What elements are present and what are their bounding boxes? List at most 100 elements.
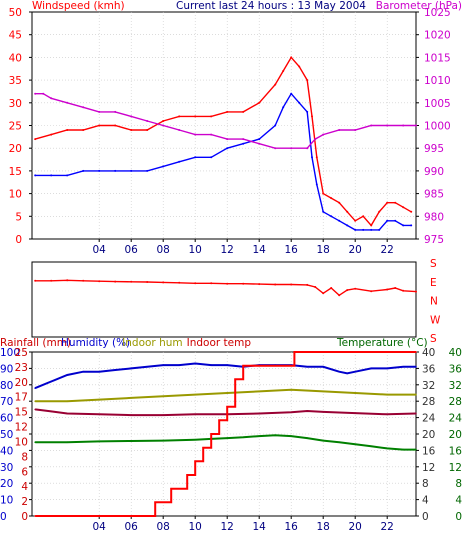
indoor-temp-series-point	[194, 413, 196, 416]
direction-series-point	[162, 281, 165, 284]
rainfall-mm-series-point	[34, 515, 36, 517]
average-wind-series-point	[210, 156, 213, 159]
rainfall-mm-series-point	[293, 364, 296, 367]
indoor-temp-series-point	[322, 411, 325, 413]
temperature-c-series-point	[98, 440, 100, 443]
gust-series-point	[242, 110, 245, 113]
average-wind-series-point	[290, 92, 293, 95]
humidity-tick-label: 70	[0, 396, 13, 408]
rainfall-tick-label: 6	[21, 466, 28, 478]
temperature-c-series-point	[194, 438, 196, 441]
direction-series-point	[290, 283, 293, 286]
wind-y-tick-label: 0	[15, 234, 22, 246]
rainfall-tick-label: 25	[15, 347, 28, 359]
indoor-temp-tick-label: 32	[422, 380, 435, 392]
humidity-series-point	[386, 367, 389, 370]
humidity-series-point	[50, 380, 52, 383]
gust-series-point	[290, 56, 293, 59]
humidity-tick-label: 20	[0, 478, 13, 490]
temperature-c-series-point	[34, 441, 36, 444]
wind-y-tick-label: 40	[9, 52, 22, 64]
average-wind-series-point	[378, 228, 381, 231]
barometer-y-tick-label: 1005	[424, 98, 451, 110]
wind-x-tick-label: 20	[349, 244, 362, 256]
gust-series-point	[298, 65, 301, 68]
temperature-tick-label: 28	[449, 396, 462, 408]
gust-series-point	[386, 201, 389, 204]
climate-x-tick-label: 06	[125, 521, 139, 533]
wind-x-tick-label: 12	[221, 244, 234, 256]
gust-series-point	[346, 210, 349, 213]
wind-grid	[32, 12, 416, 239]
temperature-tick-label: 36	[449, 363, 463, 375]
rainfall-tick-label: 20	[15, 377, 28, 389]
humidity-tick-label: 80	[0, 380, 13, 392]
average-wind-series-point	[226, 147, 229, 150]
wind-x-tick-label: 08	[157, 244, 170, 256]
temperature-c-series-point	[66, 441, 68, 444]
indoor-temp-series-point	[290, 411, 293, 414]
climate-x-tick-label: 08	[157, 521, 170, 533]
wind-y-tick-label: 5	[15, 211, 22, 223]
gust-series-point	[378, 210, 381, 213]
rainfall-mm-series-point	[186, 487, 188, 490]
indoor-hum-series-point	[66, 400, 68, 403]
gust-series-point	[354, 219, 357, 222]
gust-series-point	[98, 124, 101, 127]
rainfall-mm-series-point	[218, 433, 220, 435]
direction-series-point	[178, 281, 181, 284]
barometer-series-point	[50, 97, 53, 100]
indoor-temp-tick-label: 8	[422, 478, 429, 490]
direction-series-point	[386, 288, 389, 291]
climate-x-tick-label: 18	[317, 521, 330, 533]
average-wind-series-point	[242, 142, 245, 145]
indoor-hum-series-point	[386, 393, 389, 396]
rainfall-mm-series-point	[226, 419, 228, 422]
indoor-temp-tick-label: 24	[422, 413, 436, 425]
rainfall-mm-series-point	[242, 378, 244, 381]
humidity-series-point	[402, 366, 405, 368]
indoor-temp-series-point	[66, 412, 68, 415]
gust-series-point	[315, 156, 318, 159]
indoor-temp-series-point	[162, 414, 164, 416]
climate-x-tick-label: 10	[189, 521, 202, 533]
barometer-series-point	[226, 138, 229, 141]
temperature-c-series-point	[226, 437, 228, 439]
barometer-series-point	[146, 120, 149, 122]
temperature-c-series-point	[415, 448, 417, 451]
temperature-c-series-point	[370, 445, 373, 448]
direction-series-point	[330, 287, 333, 289]
wind-series	[34, 56, 417, 231]
direction-series-point	[66, 279, 69, 282]
rainfall-tick-label: 8	[21, 451, 28, 463]
barometer-series-point	[162, 124, 165, 127]
temperature-tick-label: 40	[449, 347, 462, 359]
barometer-series-point	[114, 110, 117, 113]
rainfall-mm-series-point	[210, 433, 212, 435]
average-wind-series-point	[362, 228, 365, 231]
gust-series-point	[194, 115, 197, 118]
barometer-series-point	[322, 133, 325, 136]
gust-series-point	[370, 224, 373, 227]
humidity-tick-label: 60	[0, 413, 13, 425]
average-wind-series-point	[315, 183, 318, 186]
temperature-c-series-point	[290, 435, 293, 437]
wind-x-tick-label: 06	[125, 244, 139, 256]
wind-x-tick-label: 18	[317, 244, 330, 256]
direction-plot-frame	[31, 261, 417, 338]
temperature-c-series-point	[162, 439, 164, 442]
gust-series-point	[82, 129, 85, 131]
gust-series-point	[311, 115, 313, 118]
direction-series-point	[146, 281, 149, 283]
humidity-series-point	[178, 364, 180, 366]
rainfall-tick-label: 15	[15, 407, 28, 419]
rainfall-mm-series-point	[194, 460, 196, 463]
gust-series-line	[35, 56, 412, 227]
climate-right-ticks: 0 4 8 12 16 20 24 28 32 36 40 0 4 8 12 16 20 24 28 32 36 40	[416, 347, 462, 523]
direction-series-point	[338, 294, 341, 297]
gust-series-point	[226, 110, 229, 113]
temperature-c-series-point	[386, 447, 389, 450]
climate-legend: Rainfall (mm)Humidity (%)Indoor hum Indoo…	[0, 337, 251, 349]
direction-series-point	[34, 279, 37, 282]
